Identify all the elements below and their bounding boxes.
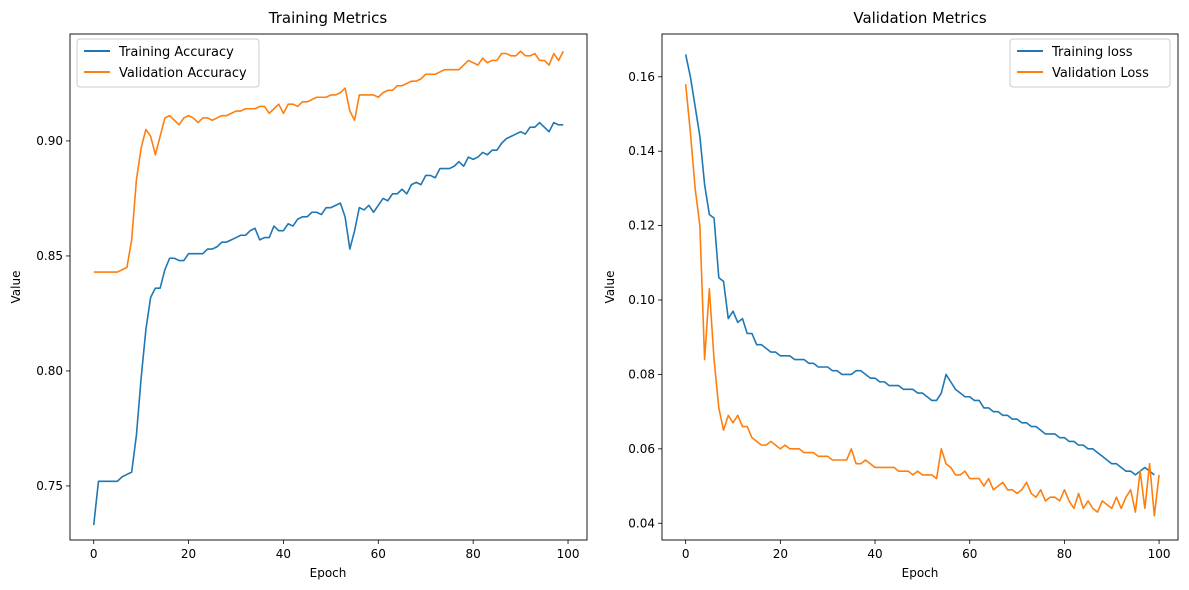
x-axis-label: Epoch: [902, 566, 939, 580]
plot-area: 0 20 40 60 80 100 0.04 0.06 0.08 0.10 0.12 0.14 0.16…: [628, 33, 1179, 561]
y-tick-label: 0.16: [628, 70, 655, 84]
legend-label: Training loss: [1051, 45, 1133, 60]
x-tick-label: 60: [371, 547, 386, 561]
x-tick-label: 80: [1057, 547, 1072, 561]
training-metrics-chart: Training Metrics Epoch Value 0 20 40 60 80 10…: [9, 9, 588, 580]
y-tick-label: 0.75: [36, 479, 63, 493]
y-tick-label: 0.06: [628, 442, 655, 456]
legend: Training Accuracy Validation Accuracy: [76, 38, 260, 88]
x-tick-label: 100: [1148, 547, 1171, 561]
y-axis-label: Value: [9, 271, 23, 304]
y-tick-label: 0.14: [628, 144, 655, 158]
x-tick-label: 0: [682, 547, 690, 561]
legend-box: [1009, 38, 1171, 88]
series-line-2: [93, 50, 564, 273]
y-tick-label: 0.04: [628, 516, 655, 530]
plot-area: 0 20 40 60 80 100 0.75 0.80 0.85 0.90 Training Acc…: [36, 33, 588, 561]
y-tick-label: 0.08: [628, 367, 655, 381]
legend-label: Training Accuracy: [118, 45, 234, 60]
y-axis-label: Value: [603, 271, 617, 304]
x-tick-label: 20: [773, 547, 788, 561]
y-tick-label: 0.80: [36, 364, 63, 378]
y-tick-label: 0.85: [36, 249, 63, 263]
x-tick-label: 40: [867, 547, 882, 561]
chart-title: Training Metrics: [268, 9, 388, 27]
x-tick-label: 0: [90, 547, 98, 561]
legend: Training loss Validation Loss: [1009, 38, 1171, 88]
x-axis-label: Epoch: [310, 566, 347, 580]
legend-label: Validation Accuracy: [119, 66, 247, 81]
x-tick-label: 100: [557, 547, 580, 561]
y-tick-label: 0.12: [628, 219, 655, 233]
series-line-1: [684, 54, 1155, 476]
x-tick-label: 80: [466, 547, 481, 561]
axes-frame: [69, 33, 588, 541]
validation-metrics-chart: Validation Metrics Epoch Value 0 20 40 60 80…: [603, 9, 1179, 580]
y-tick-label: 0.10: [628, 293, 655, 307]
x-tick-label: 60: [962, 547, 977, 561]
x-tick-label: 40: [276, 547, 291, 561]
x-tick-label: 20: [181, 547, 196, 561]
series-line-1: [92, 121, 564, 526]
y-tick-label: 0.90: [36, 134, 63, 148]
series-line-2: [684, 84, 1160, 517]
axes-frame: [661, 33, 1179, 541]
legend-box: [76, 38, 260, 88]
chart-title: Validation Metrics: [853, 9, 986, 27]
legend-label: Validation Loss: [1052, 66, 1149, 81]
